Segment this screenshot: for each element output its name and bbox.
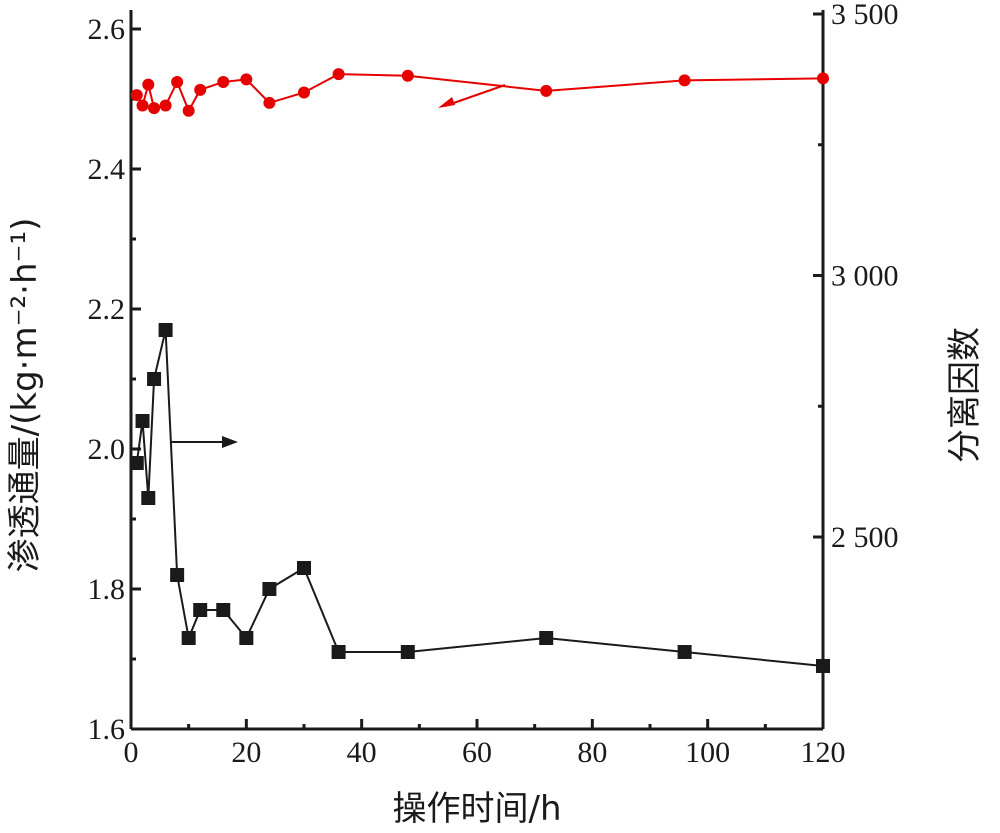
ticks: 0 20 40 60 80 100 120 1.6 1.8 2.0 2.2 2.4 2.6 2 500 3 … bbox=[88, 0, 899, 769]
y-left-tick-label: 2.6 bbox=[88, 13, 126, 46]
data-point-circle bbox=[217, 75, 230, 88]
data-point-square bbox=[141, 491, 156, 505]
data-point-square bbox=[129, 456, 144, 470]
x-tick-label: 120 bbox=[801, 736, 846, 769]
data-point-circle bbox=[332, 68, 345, 81]
y-right-tick-label: 3 000 bbox=[831, 260, 899, 293]
data-point-circle bbox=[171, 75, 184, 88]
x-tick-label: 0 bbox=[124, 736, 139, 769]
x-tick-label: 80 bbox=[577, 736, 607, 769]
y-left-tick-label: 2.4 bbox=[88, 153, 126, 186]
data-point-square bbox=[331, 645, 346, 659]
data-point-square bbox=[216, 603, 231, 617]
axes bbox=[129, 10, 825, 731]
data-point-square bbox=[158, 323, 173, 337]
y-right-tick-label: 2 500 bbox=[831, 521, 899, 554]
data-point-circle bbox=[540, 84, 553, 97]
data-point-circle bbox=[130, 89, 143, 102]
data-point-square bbox=[147, 372, 162, 386]
x-axis-title: 操作时间/h bbox=[392, 789, 561, 829]
series-layer bbox=[129, 68, 830, 673]
data-point-square bbox=[677, 645, 692, 659]
right-axis-arrow bbox=[444, 84, 506, 107]
y-left-tick-label: 2.2 bbox=[88, 293, 126, 326]
data-point-square bbox=[262, 582, 277, 596]
y-right-tick-label: 3 500 bbox=[831, 0, 899, 31]
x-tick-label: 40 bbox=[347, 736, 377, 769]
x-tick-label: 60 bbox=[462, 736, 492, 769]
data-point-square bbox=[297, 561, 311, 575]
x-tick-label: 100 bbox=[685, 736, 730, 769]
left-axis-arrowhead bbox=[222, 436, 238, 448]
data-point-circle bbox=[817, 72, 829, 85]
y-right-axis-title: 分离因数 bbox=[945, 327, 985, 463]
data-point-square bbox=[193, 603, 208, 617]
data-point-circle bbox=[298, 86, 310, 99]
data-point-circle bbox=[194, 83, 207, 96]
direction-arrows bbox=[170, 84, 506, 448]
data-point-square bbox=[400, 645, 415, 659]
data-point-circle bbox=[263, 96, 276, 109]
data-point-square bbox=[135, 414, 150, 428]
x-tick-label: 20 bbox=[231, 736, 261, 769]
y-left-tick-label: 1.8 bbox=[88, 573, 126, 606]
data-point-circle bbox=[142, 78, 155, 91]
data-point-circle bbox=[240, 73, 253, 86]
y-left-tick-label: 2.0 bbox=[88, 433, 126, 466]
data-point-circle bbox=[159, 99, 172, 112]
y-left-axis-title: 渗透通量/(kg·m⁻²·h⁻¹) bbox=[5, 218, 45, 573]
data-point-square bbox=[181, 631, 196, 645]
series-line-flux bbox=[135, 329, 824, 667]
data-point-square bbox=[170, 568, 185, 582]
data-point-circle bbox=[148, 102, 161, 115]
data-point-square bbox=[539, 631, 554, 645]
right-axis-arrowhead bbox=[438, 97, 455, 108]
data-point-circle bbox=[678, 74, 691, 87]
data-point-square bbox=[239, 631, 254, 645]
data-point-circle bbox=[401, 69, 414, 82]
data-point-circle bbox=[136, 99, 149, 112]
data-point-square bbox=[816, 659, 830, 673]
data-point-circle bbox=[182, 104, 195, 117]
series-line-separation-factor bbox=[135, 73, 824, 114]
y-left-tick-label: 1.6 bbox=[88, 713, 126, 746]
